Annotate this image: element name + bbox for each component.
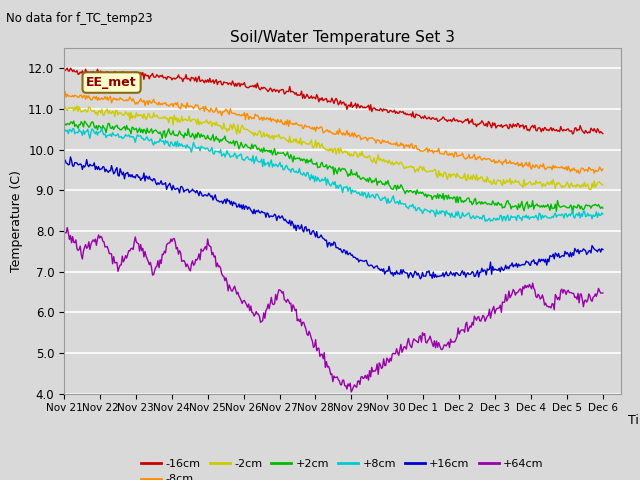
+2cm (382, 179, 390, 184)
-16cm (60, 67, 68, 72)
Line: +8cm: +8cm (64, 128, 603, 221)
X-axis label: Time: Time (628, 414, 640, 427)
+8cm (599, 211, 607, 217)
Line: +64cm: +64cm (64, 228, 603, 392)
-8cm (575, 170, 583, 176)
+64cm (504, 296, 511, 302)
Line: +16cm: +16cm (64, 157, 603, 279)
+2cm (588, 203, 596, 209)
-2cm (321, 145, 328, 151)
-16cm (588, 127, 596, 132)
+8cm (317, 178, 325, 184)
-16cm (503, 122, 511, 128)
Line: -2cm: -2cm (64, 106, 603, 190)
+16cm (382, 269, 390, 275)
Title: Soil/Water Temperature Set 3: Soil/Water Temperature Set 3 (230, 30, 455, 46)
+64cm (321, 349, 328, 355)
+16cm (353, 256, 360, 262)
+64cm (60, 231, 68, 237)
+2cm (353, 169, 360, 175)
-16cm (321, 97, 328, 103)
Y-axis label: Temperature (C): Temperature (C) (10, 170, 22, 272)
+8cm (588, 216, 596, 222)
-2cm (586, 187, 594, 192)
-2cm (317, 143, 325, 148)
-2cm (73, 103, 81, 109)
Text: No data for f_TC_temp23: No data for f_TC_temp23 (6, 12, 153, 25)
+64cm (599, 290, 607, 296)
-2cm (353, 151, 360, 156)
+16cm (321, 236, 328, 242)
+16cm (504, 264, 511, 270)
+16cm (588, 243, 596, 249)
+16cm (60, 158, 68, 164)
+2cm (503, 199, 511, 204)
+2cm (317, 161, 325, 167)
+64cm (317, 351, 325, 357)
+8cm (504, 212, 511, 218)
-8cm (60, 90, 68, 96)
+64cm (354, 378, 362, 384)
-8cm (317, 124, 325, 130)
Line: -8cm: -8cm (64, 92, 603, 173)
-8cm (321, 129, 328, 135)
+16cm (67, 154, 74, 160)
+64cm (588, 299, 596, 304)
+2cm (60, 119, 68, 124)
-16cm (599, 131, 607, 136)
+64cm (383, 355, 390, 361)
-8cm (588, 167, 596, 173)
-2cm (503, 177, 511, 183)
-2cm (588, 180, 596, 186)
+8cm (98, 125, 106, 131)
Legend: -16cm, -8cm, -2cm, +2cm, +8cm, +16cm, +64cm: -16cm, -8cm, -2cm, +2cm, +8cm, +16cm, +6… (137, 455, 548, 480)
-8cm (61, 89, 69, 95)
-16cm (353, 105, 360, 111)
+8cm (481, 218, 489, 224)
+16cm (417, 276, 424, 282)
-8cm (503, 161, 511, 167)
-16cm (382, 107, 390, 112)
+2cm (599, 205, 607, 211)
Line: -16cm: -16cm (64, 68, 603, 134)
-2cm (60, 103, 68, 109)
-2cm (599, 182, 607, 188)
+8cm (321, 177, 328, 183)
-2cm (382, 158, 390, 164)
+8cm (382, 196, 390, 202)
-16cm (569, 131, 577, 137)
-16cm (317, 97, 325, 103)
+16cm (599, 247, 607, 252)
Text: EE_met: EE_met (86, 76, 137, 89)
+8cm (60, 128, 68, 133)
+64cm (348, 389, 355, 395)
-8cm (599, 166, 607, 172)
+2cm (569, 210, 577, 216)
Line: +2cm: +2cm (64, 121, 603, 213)
-16cm (63, 65, 71, 71)
+2cm (70, 118, 77, 124)
-8cm (353, 134, 360, 140)
+8cm (353, 190, 360, 196)
-8cm (382, 139, 390, 145)
+64cm (63, 225, 71, 230)
+16cm (317, 232, 325, 238)
+2cm (321, 164, 328, 169)
